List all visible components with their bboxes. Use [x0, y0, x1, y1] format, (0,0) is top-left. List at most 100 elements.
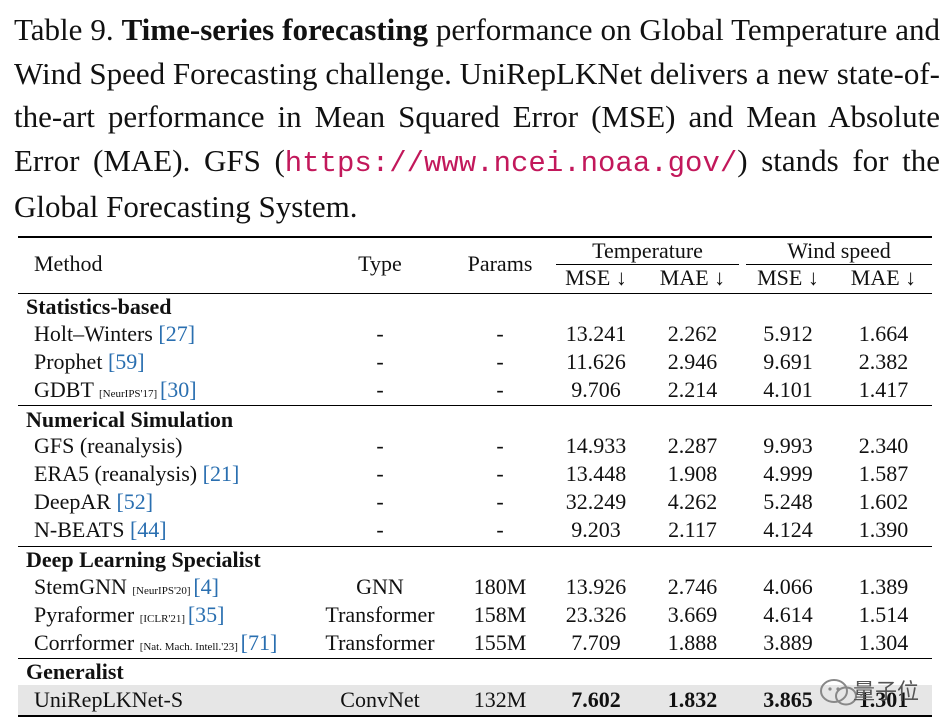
params-cell: - [496, 489, 504, 514]
wind-mse-cell: 5.912 [763, 321, 813, 346]
caption-label: Table 9. [14, 12, 114, 47]
header-method: Method [34, 251, 103, 276]
section-deep-learning-specialist: Deep Learning Specialist [26, 547, 261, 572]
header-temp-mae: MAE ↓ [659, 265, 726, 290]
table-caption: Table 9. Time-series forecasting perform… [14, 8, 940, 229]
method-name: StemGNN [34, 574, 133, 599]
section-rule-4 [18, 658, 932, 659]
wind-mae-cell: 1.602 [858, 489, 909, 514]
method-cell: N-BEATS [44] [34, 517, 167, 543]
top-rule [18, 236, 932, 238]
venue-tag: [NeurIPS'17] [99, 388, 160, 400]
temp-mae-cell: 2.746 [667, 574, 718, 599]
temp-mae-cell: 4.262 [667, 489, 718, 514]
method-name: DeepAR [34, 489, 117, 514]
section-generalist: Generalist [26, 659, 124, 684]
temp-mse-cell: 13.926 [565, 574, 627, 599]
method-cell: UniRepLKNet-S [34, 687, 183, 713]
temp-mae-cell: 2.287 [667, 433, 718, 458]
watermark-text: 量子位 [853, 680, 920, 705]
wind-mse-cell: 5.248 [763, 489, 813, 514]
type-cell: - [376, 461, 384, 486]
wechat-logo-icon [820, 679, 857, 706]
temp-mae-cell: 3.669 [667, 602, 718, 627]
temp-mae-cell: 1.888 [667, 630, 718, 655]
method-cell: Prophet [59] [34, 349, 145, 375]
temp-mse-cell: 23.326 [565, 602, 627, 627]
temp-mse-cell: 7.709 [571, 630, 621, 655]
temp-mse-cell: 14.933 [565, 433, 627, 458]
temp-mse-cell: 9.203 [571, 517, 621, 542]
wind-mae-cell: 1.301 [858, 687, 909, 712]
header-wind-speed: Wind speed [787, 238, 891, 263]
method-name: GDBT [34, 377, 99, 402]
citation-link[interactable]: [59] [107, 349, 145, 374]
params-cell: - [496, 321, 504, 346]
type-cell: - [376, 377, 384, 402]
wind-mae-cell: 1.514 [858, 602, 909, 627]
method-cell: ERA5 (reanalysis) [21] [34, 461, 239, 487]
type-cell: GNN [356, 574, 404, 599]
method-name: ERA5 (reanalysis) [34, 461, 203, 486]
method-name: Prophet [34, 349, 108, 374]
citation-link[interactable]: [30] [159, 377, 197, 402]
wind-mae-cell: 1.587 [858, 461, 909, 486]
method-cell: GFS (reanalysis) [34, 433, 182, 459]
citation-link[interactable]: [35] [187, 602, 225, 627]
wind-cmidrule [746, 264, 932, 265]
method-name: GFS (reanalysis) [34, 433, 183, 458]
params-cell: - [496, 461, 504, 486]
citation-link[interactable]: [27] [158, 321, 196, 346]
params-cell: 158M [473, 602, 527, 627]
wind-mse-cell: 4.101 [763, 377, 813, 402]
params-cell: - [496, 349, 504, 374]
wind-mae-cell: 2.340 [858, 433, 909, 458]
wind-mse-cell: 4.124 [763, 517, 813, 542]
citation-link[interactable]: [44] [129, 517, 167, 542]
wind-mae-cell: 1.304 [858, 630, 909, 655]
wind-mae-cell: 1.390 [858, 517, 909, 542]
params-cell: - [496, 517, 504, 542]
type-cell: ConvNet [340, 687, 420, 712]
wind-mse-cell: 4.066 [763, 574, 813, 599]
bottom-rule [18, 715, 932, 717]
citation-link[interactable]: [21] [202, 461, 240, 486]
gfs-url-link[interactable]: https://www.ncei.noaa.gov/ [284, 146, 738, 180]
wind-mae-cell: 1.417 [858, 377, 909, 402]
params-cell: - [496, 377, 504, 402]
venue-tag: [NeurIPS'20] [132, 585, 194, 597]
temp-mae-cell: 2.214 [667, 377, 718, 402]
venue-tag: [ICLR'21] [139, 613, 188, 625]
params-cell: 180M [473, 574, 527, 599]
header-temperature: Temperature [592, 238, 703, 263]
citation-link[interactable]: [52] [116, 489, 154, 514]
temp-mae-cell: 2.262 [667, 321, 718, 346]
section-statistics-based: Statistics-based [26, 294, 172, 319]
citation-link[interactable]: [71] [240, 630, 278, 655]
type-cell: - [376, 349, 384, 374]
method-name: Corrformer [34, 630, 140, 655]
method-cell: StemGNN [NeurIPS'20] [4] [34, 574, 219, 604]
temp-mse-cell: 13.241 [565, 321, 627, 346]
type-cell: - [376, 517, 384, 542]
temp-mae-cell: 2.946 [667, 349, 718, 374]
temp-mse-cell: 7.602 [571, 687, 621, 712]
wind-mse-cell: 4.999 [763, 461, 813, 486]
venue-tag: [Nat. Mach. Intell.'23] [139, 641, 241, 653]
temp-mse-cell: 13.448 [565, 461, 627, 486]
header-wind-mae: MAE ↓ [850, 265, 917, 290]
citation-link[interactable]: [4] [193, 574, 219, 599]
type-cell: - [376, 489, 384, 514]
wind-mse-cell: 3.889 [763, 630, 813, 655]
highlight-row-bg [18, 685, 932, 715]
temp-mae-cell: 1.908 [667, 461, 718, 486]
method-cell: Holt–Winters [27] [34, 321, 195, 347]
type-cell: - [376, 321, 384, 346]
caption-text-2: ) stands for the Global Forecasting Syst… [14, 142, 940, 225]
params-cell: - [496, 433, 504, 458]
method-name: N-BEATS [34, 517, 130, 542]
temp-mse-cell: 32.249 [565, 489, 627, 514]
wind-mae-cell: 1.664 [858, 321, 909, 346]
caption-text-1: performance on Global Temperature and Wi… [14, 12, 941, 178]
type-cell: Transformer [325, 630, 435, 655]
